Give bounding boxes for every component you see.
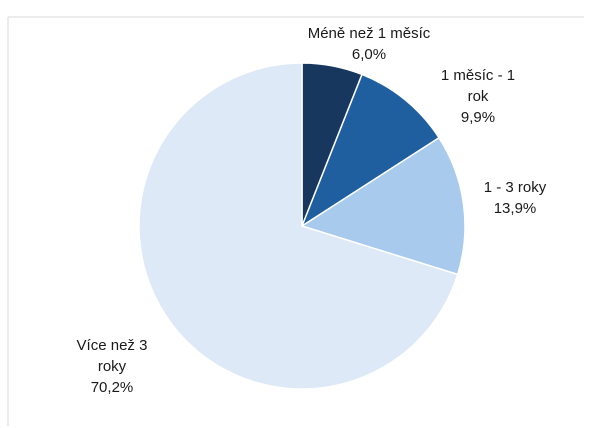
slice-label-line-0-0: Méně než 1 měsíc — [308, 25, 431, 42]
pie-labels: Méně než 1 měsíc 6,0%1 měsíc - 1 rok 9,9%1 … — [77, 25, 547, 396]
slice-label-line-3-0: Více než 3 — [77, 337, 148, 354]
slice-value-0: 6,0% — [352, 46, 386, 63]
pie-slices — [138, 62, 466, 390]
slice-value-1: 9,9% — [461, 109, 495, 126]
slice-label-line-1-0: 1 měsíc - 1 — [441, 67, 515, 84]
slice-label-line-3-1: roky — [98, 358, 127, 375]
slice-label-3: Více než 3 roky 70,2% — [77, 337, 148, 396]
pie-slice-2 — [300, 136, 466, 276]
slice-value-2: 13,9% — [494, 200, 537, 217]
slice-label-2: 1 - 3 roky 13,9% — [484, 179, 547, 217]
slice-value-3: 70,2% — [91, 379, 134, 396]
pie-slice-3 — [138, 62, 459, 390]
pie-slice-1 — [300, 73, 441, 228]
slice-label-line-2-0: 1 - 3 roky — [484, 179, 547, 196]
slice-label-0: Méně než 1 měsíc 6,0% — [308, 25, 431, 63]
slice-label-1: 1 měsíc - 1 rok 9,9% — [441, 67, 515, 126]
slice-label-line-1-1: rok — [468, 88, 489, 105]
